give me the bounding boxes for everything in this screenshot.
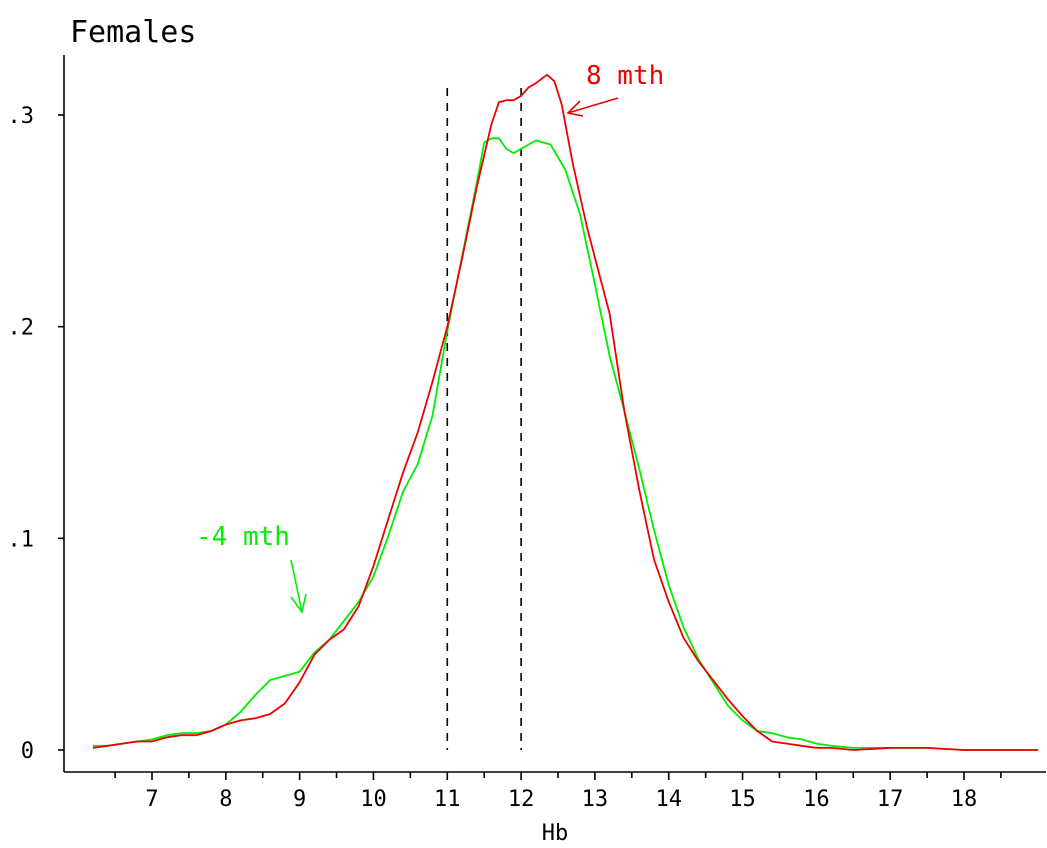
annotation-minus4mth-label: -4 mth <box>196 522 290 552</box>
x-tick-label: 12 <box>508 787 535 812</box>
plot-area: 0 .1 .2 .3 7 8 9 10 11 12 13 14 15 16 17 18 <box>8 55 1046 812</box>
chart-title: Females <box>70 15 196 50</box>
annotation-minus4mth-arrow-head <box>290 593 307 614</box>
series-line-8mth <box>92 73 1038 751</box>
x-tick-label: 7 <box>145 787 158 812</box>
x-tick-label: 9 <box>293 787 306 812</box>
x-tick-label: 15 <box>729 787 756 812</box>
x-tick-label: 14 <box>655 787 682 812</box>
y-tick-label: .1 <box>8 527 35 552</box>
y-tick-label: .2 <box>8 316 35 341</box>
x-axis-ticks: 7 8 9 10 11 12 13 14 15 16 17 18 <box>114 772 1002 812</box>
x-tick-label: 11 <box>434 787 461 812</box>
x-tick-label: 10 <box>360 787 387 812</box>
y-tick-label: 0 <box>21 739 34 764</box>
x-tick-label: 16 <box>803 787 830 812</box>
annotation-8mth: 8 mth <box>566 61 664 117</box>
series-line-minus4mth <box>92 137 1038 751</box>
annotation-8mth-label: 8 mth <box>586 61 664 91</box>
x-tick-label: 18 <box>951 787 978 812</box>
y-axis-ticks: 0 .1 .2 .3 <box>8 104 64 764</box>
x-tick-label: 8 <box>219 787 232 812</box>
x-axis-label: Hb <box>542 821 569 846</box>
x-tick-label: 13 <box>582 787 609 812</box>
y-tick-label: .3 <box>8 104 35 129</box>
annotation-minus4mth-arrow-shaft <box>290 559 303 613</box>
reference-lines <box>446 88 522 750</box>
x-tick-label: 17 <box>877 787 904 812</box>
annotation-minus4mth: -4 mth <box>196 522 307 614</box>
annotation-8mth-arrow-head <box>566 100 584 117</box>
series-layer <box>92 73 1038 751</box>
annotation-8mth-arrow-shaft <box>567 97 619 114</box>
